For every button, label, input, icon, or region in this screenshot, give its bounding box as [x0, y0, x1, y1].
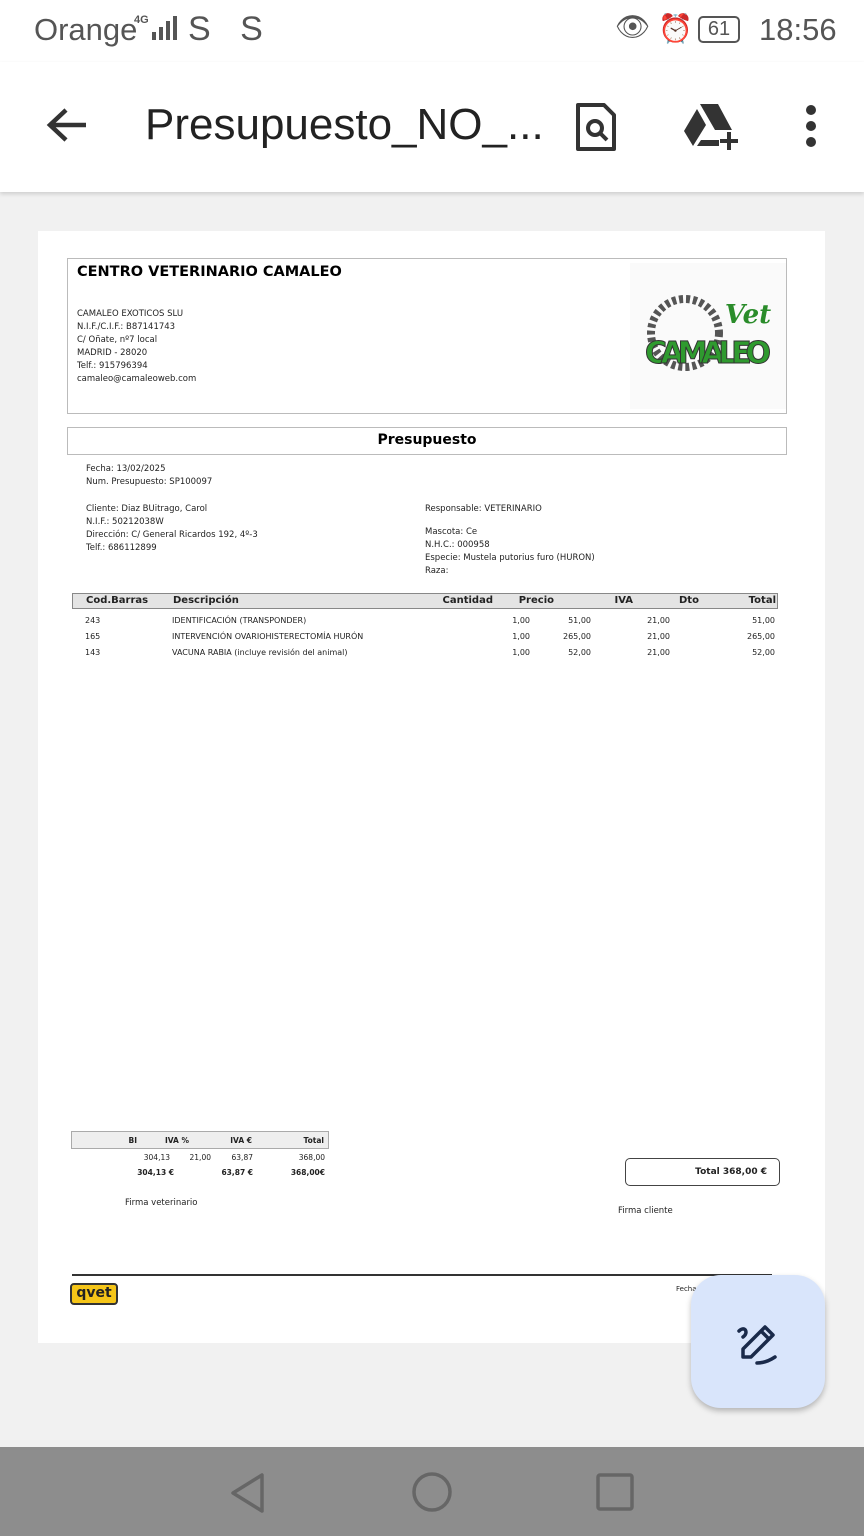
cell-iva: 21,00: [647, 632, 670, 641]
cell-iva: 21,00: [647, 648, 670, 657]
cell-code: 165: [85, 632, 101, 641]
summary-bi: 304,13: [143, 1153, 170, 1162]
table-row: 243 IDENTIFICACIÓN (TRANSPONDER) 1,00 51,00…: [72, 614, 778, 628]
total-iva: 63,87 €: [221, 1168, 253, 1177]
col-header: IVA: [614, 595, 633, 606]
sim-icons: S S: [188, 10, 273, 48]
cell-price: 51,00: [568, 616, 591, 625]
budget-info: Fecha: 13/02/2025 Num. Presupuesto: SP10…: [86, 463, 212, 489]
clock: 18:56: [759, 12, 837, 47]
battery-icon: 61: [698, 16, 740, 43]
total-amount: 368,00€: [290, 1168, 325, 1177]
col-header: Descripción: [173, 595, 239, 606]
clinic-details: CAMALEO EXOTICOS SLU N.I.F./C.I.F.: B871…: [77, 308, 196, 386]
client-line: Cliente: Diaz BUitrago, Carol: [86, 504, 208, 514]
summary-row: 304,13 21,00 63,87 368,00: [71, 1151, 329, 1165]
cell-code: 143: [85, 648, 101, 657]
pet-line: Raza:: [425, 566, 449, 576]
summary-col: Total: [303, 1136, 325, 1145]
pet-line: N.H.C.: 000958: [425, 540, 490, 550]
pdf-page: CENTRO VETERINARIO CAMALEO CAMALEO EXOTI…: [38, 231, 825, 1343]
signal-icon: [152, 16, 177, 40]
cell-iva: 21,00: [647, 616, 670, 625]
cell-total: 265,00: [747, 632, 775, 641]
clinic-line: CAMALEO EXOTICOS SLU: [77, 309, 184, 319]
clinic-line: camaleo@camaleoweb.com: [77, 374, 197, 384]
client-info: Cliente: Diaz BUitrago, Carol N.I.F.: 50…: [86, 503, 258, 555]
cell-total: 52,00: [752, 648, 775, 657]
clinic-header-box: CENTRO VETERINARIO CAMALEO CAMALEO EXOTI…: [67, 258, 787, 414]
client-line: N.I.F.: 50212038W: [86, 517, 164, 527]
home-nav-icon[interactable]: [411, 1471, 453, 1513]
cell-description: IDENTIFICACIÓN (TRANSPONDER): [172, 616, 307, 625]
summary-col: BI: [128, 1136, 137, 1145]
cell-code: 243: [85, 616, 101, 625]
more-options-icon[interactable]: [800, 104, 822, 148]
eye-icon: 👁: [615, 11, 651, 42]
recents-nav-icon[interactable]: [596, 1473, 634, 1511]
cell-description: VACUNA RABIA (incluye revisión del anima…: [172, 648, 348, 657]
edit-annotate-button[interactable]: [691, 1275, 825, 1408]
summary-col: IVA %: [164, 1136, 189, 1145]
footer-divider: [72, 1274, 772, 1276]
cell-price: 265,00: [563, 632, 591, 641]
summary-total: 368,00: [298, 1153, 325, 1162]
firma-veterinario: Firma veterinario: [125, 1198, 198, 1208]
carrier: Orange: [34, 12, 138, 47]
cell-quantity: 1,00: [512, 616, 530, 625]
table-row: 165 INTERVENCIÓN OVARIOHISTERECTOMÍA HURÓ…: [72, 630, 778, 644]
clinic-line: N.I.F./C.I.F.: B87141743: [77, 322, 176, 332]
pen-icon: [737, 1325, 777, 1365]
clinic-line: Telf.: 915796394: [77, 361, 148, 371]
client-line: Telf.: 686112899: [86, 543, 157, 553]
cell-quantity: 1,00: [512, 632, 530, 641]
footer-fecha: Fecha: [676, 1285, 697, 1293]
qvet-logo: qvet: [70, 1283, 118, 1305]
clinic-line: MADRID - 28020: [77, 348, 148, 358]
navigation-bar: [0, 1447, 864, 1536]
add-to-drive-icon[interactable]: [683, 102, 741, 152]
table-row: 143 VACUNA RABIA (incluye revisión del an…: [72, 646, 778, 660]
find-in-page-icon[interactable]: [573, 102, 619, 152]
col-header: Cod.Barras: [86, 595, 149, 606]
network-type: 4G: [134, 14, 149, 26]
pet-info: Mascota: Ce N.H.C.: 000958 Especie: Must…: [425, 526, 595, 578]
budget-date: Fecha: 13/02/2025: [86, 464, 166, 474]
total-box: Total 368,00 €: [625, 1158, 780, 1186]
cell-total: 51,00: [752, 616, 775, 625]
firma-cliente: Firma cliente: [618, 1206, 673, 1216]
col-header: Cantidad: [442, 595, 493, 606]
total-bi: 304,13 €: [137, 1168, 174, 1177]
responsable: Responsable: VETERINARIO: [425, 504, 542, 514]
clinic-name: CENTRO VETERINARIO CAMALEO: [77, 264, 342, 280]
summary-col: IVA €: [230, 1136, 252, 1145]
cell-description: INTERVENCIÓN OVARIOHISTERECTOMÍA HURÓN: [172, 632, 364, 641]
svg-text:CAMALEO: CAMALEO: [645, 336, 771, 371]
budget-number: Num. Presupuesto: SP100097: [86, 477, 213, 487]
app-bar: Presupuesto_NO_...: [0, 62, 864, 192]
alarm-icon: ⏰: [658, 13, 693, 44]
col-header: Precio: [518, 595, 554, 606]
items-table-header: Cod.Barras Descripción Cantidad Precio I…: [72, 593, 778, 609]
status-bar: Orange 4G S S 👁 ⏰ 61 18:56: [0, 0, 864, 62]
summary-totals: 304,13 € 63,87 € 368,00€: [71, 1166, 329, 1180]
cell-quantity: 1,00: [512, 648, 530, 657]
pet-line: Especie: Mustela putorius furo (HURON): [425, 553, 595, 563]
camaleo-logo: Vet CAMALEO: [630, 263, 786, 409]
col-header: Dto: [679, 595, 699, 606]
col-header: Total: [748, 595, 776, 606]
summary-iva-pct: 21,00: [189, 1153, 211, 1162]
section-title: Presupuesto: [67, 427, 787, 455]
document-title: Presupuesto_NO_...: [145, 100, 544, 149]
client-line: Dirección: C/ General Ricardos 192, 4º-3: [86, 530, 258, 540]
back-nav-icon[interactable]: [228, 1472, 268, 1514]
pet-line: Mascota: Ce: [425, 527, 478, 537]
summary-iva-eur: 63,87: [231, 1153, 253, 1162]
clinic-line: C/ Oñate, nº7 local: [77, 335, 158, 345]
back-arrow-icon[interactable]: [44, 104, 90, 150]
summary-header: BI IVA % IVA € Total: [71, 1131, 329, 1149]
cell-price: 52,00: [568, 648, 591, 657]
svg-text:Vet: Vet: [725, 300, 771, 330]
